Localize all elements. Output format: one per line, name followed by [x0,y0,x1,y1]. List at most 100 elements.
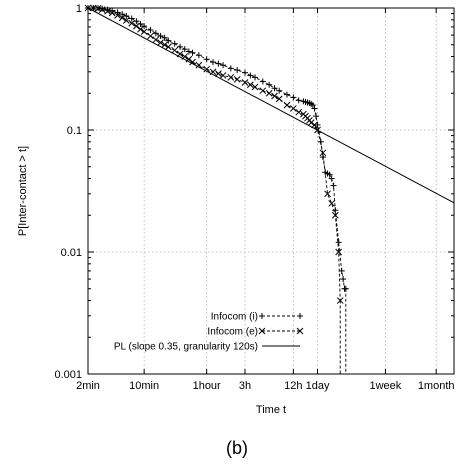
data-point [122,17,130,24]
data-point [181,46,188,53]
cross-marker-b [161,41,169,49]
data-point [128,15,135,22]
data-point [171,46,179,54]
legend-marker [259,313,265,319]
data-point [307,119,315,126]
data-point [247,72,254,79]
cross-marker-b [147,32,154,40]
data-point [185,48,192,55]
cross-marker-b [324,190,331,198]
plot-frame [87,7,455,375]
cross-marker-b [275,95,283,103]
legend-marker [296,327,304,335]
cross-marker-b [114,12,121,19]
cross-marker-b [203,65,211,73]
cross-marker-b [259,87,267,95]
data-point [227,74,235,81]
cross-marker-b [319,149,327,157]
data-point [227,65,234,72]
x-tick-label: 1day [306,380,330,392]
cross-marker-b [104,7,111,15]
data-point [276,87,283,94]
data-point [331,211,339,219]
data-point [275,95,283,103]
cross-marker-b [328,200,336,207]
data-point [128,19,136,27]
cross-marker-b [215,70,222,77]
data-point [271,92,278,100]
inter-contact-chart: 2min 10min 1hour 3h 12h 1day 1week 1month 1 0.1 0… [17,3,455,416]
x-tick-label: 1month [418,380,455,392]
y-tick-label: 0.01 [61,247,82,259]
cross-marker-b [140,28,148,35]
data-point [251,83,259,91]
data-point [114,12,121,19]
series-1 [84,4,344,374]
cross-marker-b [128,19,136,27]
y-tick-label: 0.001 [54,369,82,381]
data-point [328,175,335,182]
x-tick-label: 10min [129,380,159,392]
data-point [94,5,102,12]
data-point [335,239,342,246]
legend-marker [297,313,303,319]
cross-marker-b [289,105,297,112]
data-point [185,55,193,63]
cross-marker-b [133,22,140,30]
data-point [141,23,148,30]
data-point [319,154,326,161]
y-axis-ticks: 1 0.1 0.01 0.001 [54,3,454,381]
data-point [137,25,144,33]
cross-marker-b [307,119,315,126]
x-tick-label: 1hour [193,380,221,392]
data-point [283,91,290,98]
series-layer [84,4,455,374]
data-point [328,200,336,207]
data-point [219,72,227,79]
series-line [87,7,455,204]
data-point [289,105,297,112]
data-point [234,67,241,74]
cross-marker-b [195,61,203,69]
data-point [114,9,121,16]
data-point [330,182,337,189]
data-point [177,43,184,50]
cross-marker-b [164,43,172,51]
cross-marker-b [241,79,249,86]
cross-marker-b [251,83,259,91]
cross-marker-b [219,72,227,79]
data-point [210,59,217,66]
data-point [324,190,331,198]
data-point [314,121,321,128]
data-point [295,97,302,104]
data-point [119,11,126,18]
cross-marker-b [94,5,102,12]
legend-marker [258,327,266,335]
cross-marker-b [335,248,343,256]
x-tick-label: 3h [239,380,251,392]
cross-marker-b [331,211,339,219]
y-tick-label: 1 [76,3,82,15]
data-point [220,62,227,69]
data-point [161,34,168,41]
data-point [326,171,333,178]
data-point [203,65,211,73]
data-point [157,39,164,47]
data-point [247,81,254,89]
data-point [311,105,318,112]
legend: Infocom (i) Infocom (e) PL (slope 0.35, gr… [114,312,304,353]
data-point [189,49,196,56]
data-point [157,32,164,39]
data-point [271,85,278,92]
data-point [241,69,248,76]
data-point [309,102,316,109]
cross-marker-b [283,101,291,109]
data-point [147,27,154,34]
data-point [133,22,140,30]
data-point [195,61,203,69]
series-2 [87,7,455,204]
x-tick-label: 2min [76,380,100,392]
data-point [233,76,241,83]
data-point [265,89,273,97]
data-point [259,87,267,95]
